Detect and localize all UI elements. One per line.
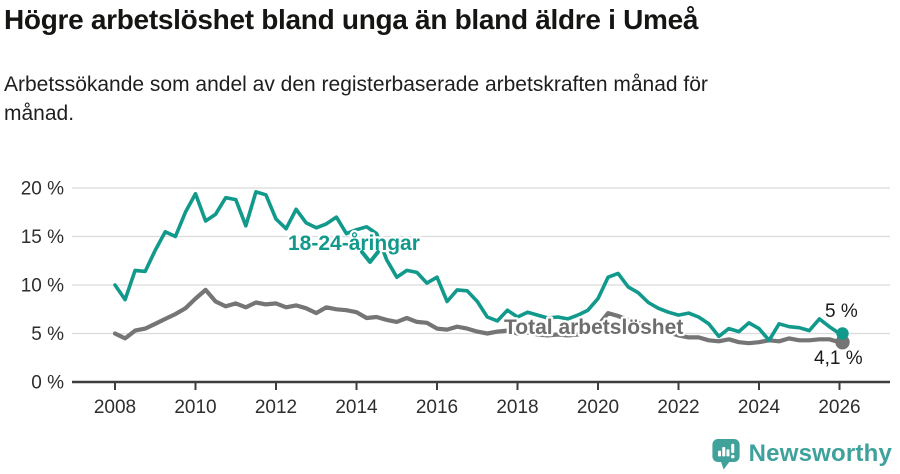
x-tick-label: 2008 <box>94 397 136 418</box>
x-tick-label: 2012 <box>255 397 297 418</box>
page-subtitle-line1: Arbetssökande som andel av den registerb… <box>4 73 708 96</box>
x-tick-label: 2018 <box>496 397 538 418</box>
page-title: Högre arbetslöshet bland unga än bland ä… <box>4 4 699 35</box>
y-tick-label: 5 % <box>31 324 64 345</box>
annotation-youth-end: 5 % <box>825 301 858 322</box>
newsworthy-logo[interactable]: Newsworthy <box>711 437 892 471</box>
y-tick-label: 0 % <box>31 373 64 394</box>
x-tick-label: 2010 <box>174 397 216 418</box>
x-tick-label: 2020 <box>577 397 619 418</box>
newsworthy-logo-icon <box>712 439 740 470</box>
x-tick-label: 2022 <box>657 397 699 418</box>
x-tick-label: 2016 <box>416 397 458 418</box>
page-subtitle-line2: månad. <box>4 102 75 125</box>
annotation-total-label: Total arbetslöshet <box>504 316 683 339</box>
series-endpoint-youth <box>836 327 849 340</box>
annotation-youth-label: 18-24-åringar <box>288 232 420 255</box>
y-tick-label: 15 % <box>21 227 64 248</box>
series-line-total <box>112 287 842 346</box>
x-tick-label: 2024 <box>738 397 781 418</box>
newsworthy-logo-text: Newsworthy <box>748 440 892 467</box>
page-subtitle: Arbetssökande som andel av den registerb… <box>4 70 708 128</box>
annotation-total-end: 4,1 % <box>814 348 863 369</box>
x-tick-label: 2014 <box>335 397 378 418</box>
y-tick-label: 10 % <box>21 276 64 297</box>
x-tick-label: 2026 <box>818 397 860 418</box>
y-tick-label: 20 % <box>21 179 64 200</box>
chevron-down-icon <box>360 250 380 264</box>
series-endpoint-total <box>835 335 850 350</box>
series-line-youth <box>113 190 842 343</box>
